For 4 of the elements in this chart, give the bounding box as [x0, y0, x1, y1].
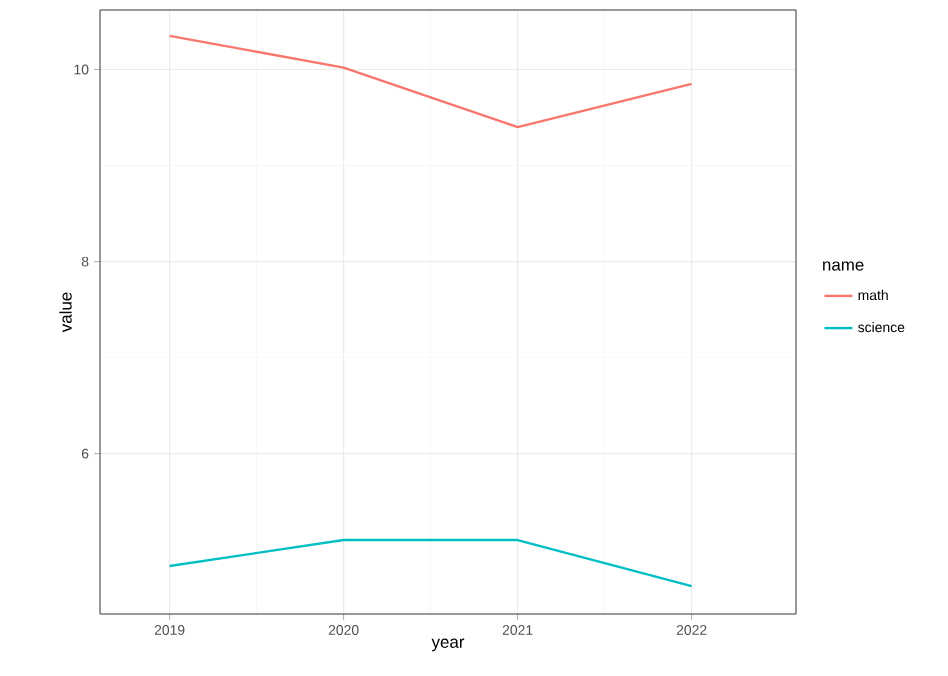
x-axis-title: year [431, 638, 465, 652]
line-series [168, 34, 693, 129]
y-axis-title: value [59, 292, 72, 333]
legend-title: name [823, 261, 864, 271]
